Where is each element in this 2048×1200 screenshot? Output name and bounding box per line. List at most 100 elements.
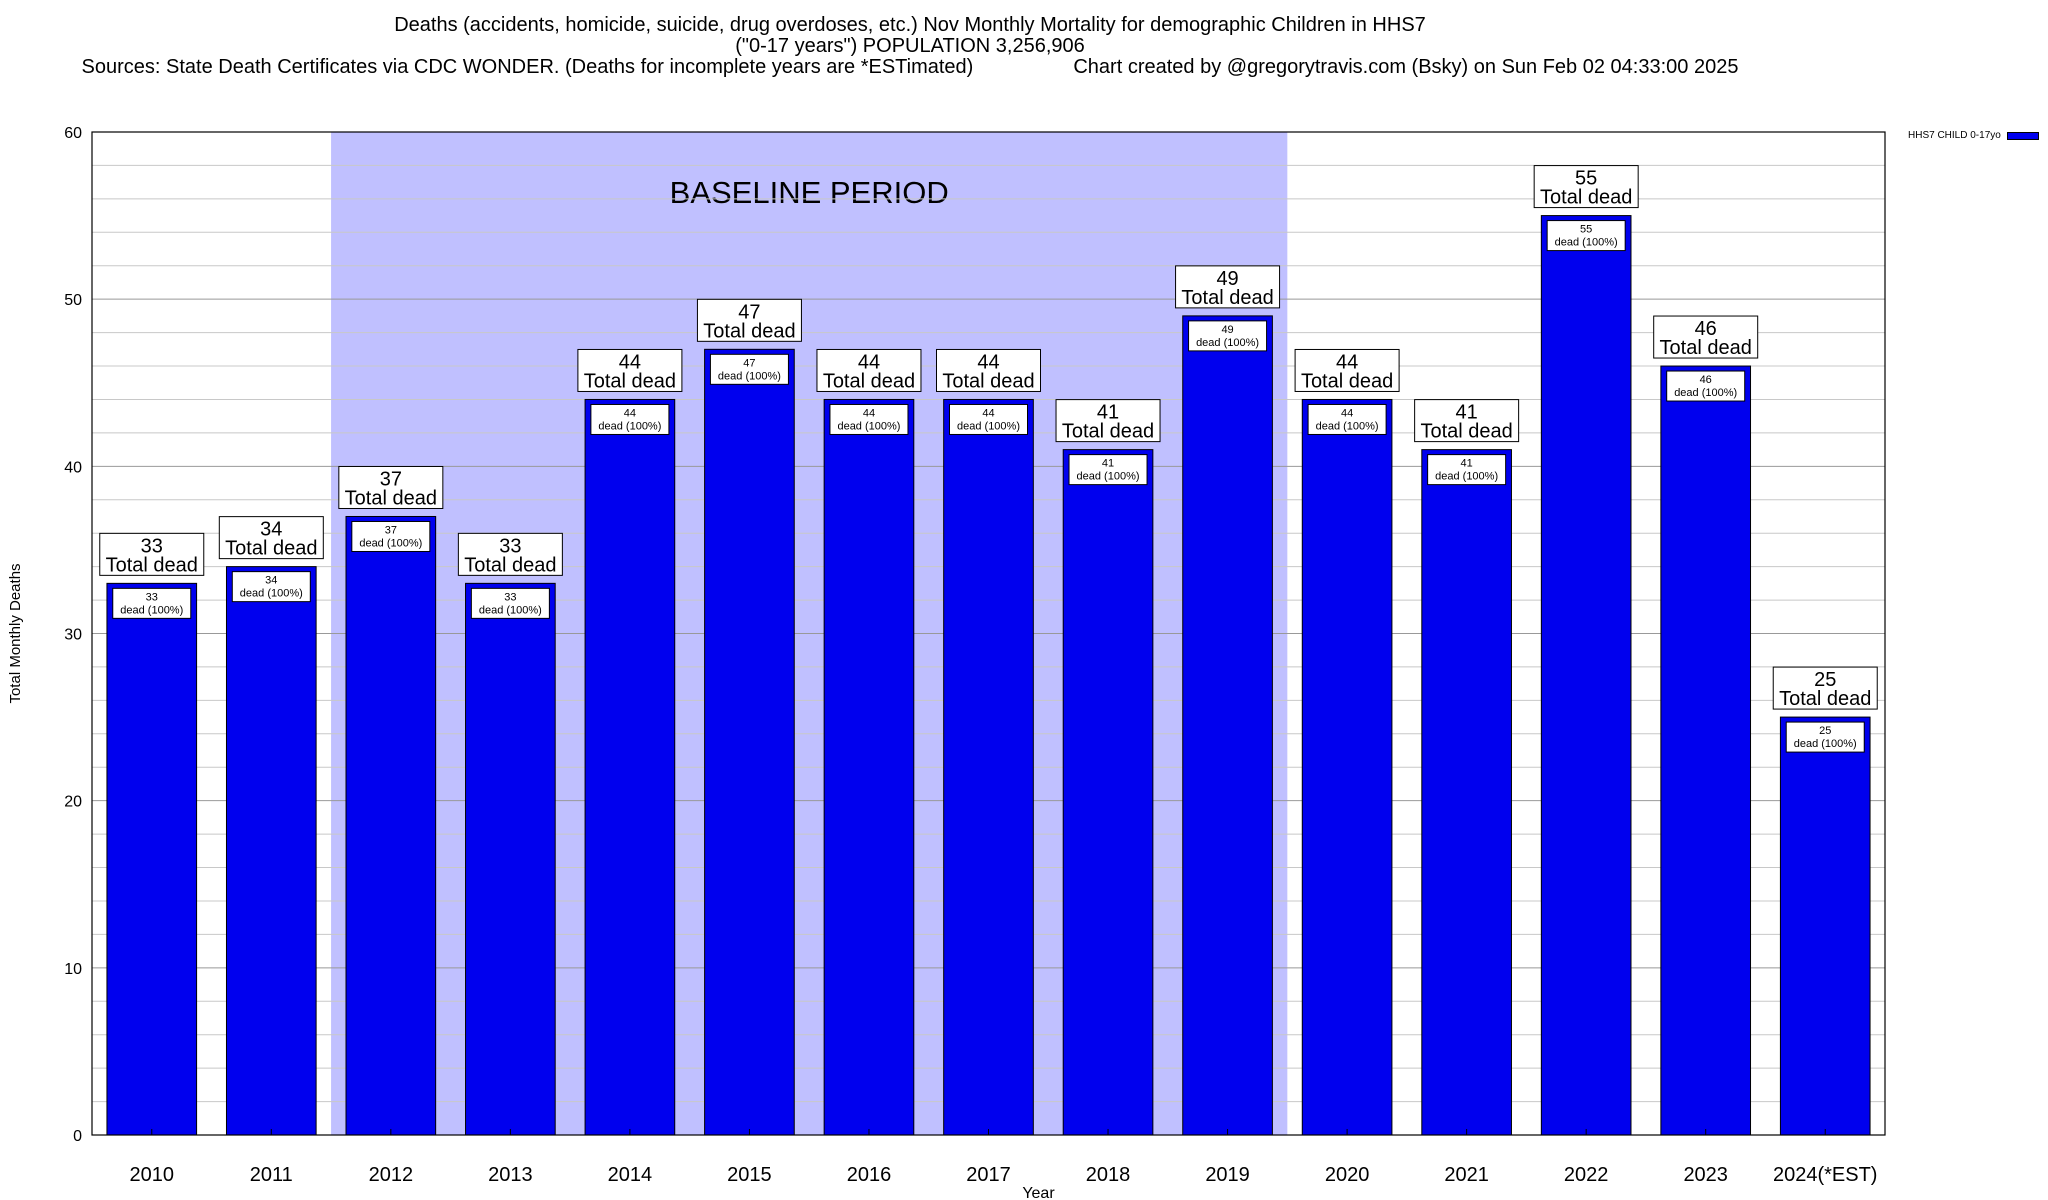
total-label-value: 44 bbox=[619, 351, 641, 373]
bar bbox=[1301, 398, 1393, 1136]
inner-label-box bbox=[1785, 721, 1865, 753]
total-label-text: Total dead bbox=[345, 487, 437, 509]
chart-subtitle: ("0-17 years") POPULATION 3,256,906 bbox=[735, 35, 1085, 57]
total-label-box bbox=[936, 348, 1041, 392]
total-label-box bbox=[1653, 315, 1759, 359]
bar bbox=[106, 582, 198, 1136]
bar bbox=[1779, 716, 1871, 1136]
bar bbox=[225, 566, 317, 1136]
inner-label-text: dead (100%) bbox=[598, 420, 661, 432]
x-tick-label: 2010 bbox=[130, 1164, 175, 1186]
inner-label-value: 44 bbox=[982, 407, 994, 419]
total-label-value: 41 bbox=[1456, 402, 1478, 424]
inner-label-value: 49 bbox=[1221, 324, 1233, 336]
inner-label-box bbox=[351, 520, 431, 552]
total-label-text: Total dead bbox=[942, 370, 1034, 392]
total-label-text: Total dead bbox=[1540, 187, 1632, 209]
total-label-value: 44 bbox=[977, 351, 999, 373]
total-label-value: 33 bbox=[499, 535, 521, 557]
total-label-box bbox=[1055, 399, 1161, 443]
total-label-value: 47 bbox=[738, 301, 760, 323]
bar bbox=[943, 398, 1034, 1136]
inner-label-text: dead (100%) bbox=[240, 588, 303, 600]
inner-label-text: dead (100%) bbox=[1077, 471, 1140, 483]
total-label-text: Total dead bbox=[1301, 370, 1393, 392]
x-axis-label: Year bbox=[1022, 1185, 1055, 1200]
total-label-text: Total dead bbox=[1062, 421, 1154, 443]
bar bbox=[704, 348, 795, 1136]
total-label-value: 55 bbox=[1575, 168, 1597, 190]
x-tick-label: 2014 bbox=[608, 1164, 653, 1186]
x-tick-label: 2023 bbox=[1683, 1164, 1728, 1186]
inner-label-value: 44 bbox=[863, 407, 875, 419]
plot-frame bbox=[91, 131, 1886, 1136]
bar bbox=[584, 398, 676, 1136]
total-label-text: Total dead bbox=[1779, 688, 1871, 710]
total-label-text: Total dead bbox=[1181, 287, 1273, 309]
y-tick-label: 40 bbox=[64, 459, 82, 476]
inner-label-value: 33 bbox=[504, 591, 516, 603]
total-label-value: 44 bbox=[858, 351, 880, 373]
inner-label-value: 25 bbox=[1819, 725, 1831, 737]
x-tick-label: 2022 bbox=[1564, 1164, 1609, 1186]
inner-label-box bbox=[112, 587, 192, 619]
x-tick-label: 2020 bbox=[1325, 1164, 1370, 1186]
legend-swatch bbox=[2006, 131, 2039, 140]
bar bbox=[345, 515, 437, 1136]
y-tick-label: 60 bbox=[64, 125, 82, 142]
total-label-box bbox=[816, 348, 922, 392]
total-label-value: 33 bbox=[141, 535, 163, 557]
inner-label-text: dead (100%) bbox=[718, 370, 781, 382]
inner-label-box bbox=[590, 403, 670, 435]
inner-label-text: dead (100%) bbox=[1196, 337, 1259, 349]
total-label-text: Total dead bbox=[584, 370, 676, 392]
total-label-text: Total dead bbox=[225, 538, 317, 560]
inner-label-value: 47 bbox=[743, 357, 755, 369]
inner-label-box bbox=[1427, 454, 1507, 486]
inner-label-value: 41 bbox=[1461, 458, 1473, 470]
total-label-text: Total dead bbox=[1420, 421, 1512, 443]
inner-label-box bbox=[709, 353, 789, 385]
inner-label-box bbox=[1546, 220, 1626, 252]
x-tick-label: 2011 bbox=[250, 1164, 293, 1186]
total-label-box bbox=[218, 516, 324, 560]
total-label-value: 41 bbox=[1097, 402, 1119, 424]
baseline-period-label: BASELINE PERIOD bbox=[670, 175, 949, 210]
total-label-value: 25 bbox=[1814, 669, 1836, 691]
x-tick-label: 2021 bbox=[1444, 1164, 1489, 1186]
inner-label-value: 44 bbox=[1341, 407, 1353, 419]
bar bbox=[1182, 315, 1273, 1136]
bar bbox=[1540, 215, 1632, 1136]
total-label-box bbox=[1414, 399, 1520, 443]
inner-label-value: 44 bbox=[624, 407, 636, 419]
y-tick-label: 20 bbox=[64, 794, 82, 811]
total-label-box bbox=[1175, 265, 1281, 309]
inner-label-value: 55 bbox=[1580, 224, 1592, 236]
inner-label-box bbox=[1068, 454, 1148, 486]
inner-label-value: 37 bbox=[385, 524, 397, 536]
x-tick-label: 2019 bbox=[1205, 1164, 1250, 1186]
inner-label-box bbox=[231, 571, 311, 603]
legend: HHS7 CHILD 0-17yo bbox=[1908, 130, 2039, 141]
x-tick-label: 2018 bbox=[1086, 1164, 1131, 1186]
total-label-box bbox=[577, 348, 683, 392]
chart-source-line: Sources: State Death Certificates via CD… bbox=[81, 56, 1739, 78]
inner-label-box bbox=[829, 403, 909, 435]
total-label-box bbox=[696, 298, 802, 342]
legend-label: HHS7 CHILD 0-17yo bbox=[1908, 130, 2001, 141]
inner-label-box bbox=[1188, 320, 1268, 352]
x-tick-label: 2024(*EST) bbox=[1773, 1164, 1878, 1186]
total-label-box bbox=[99, 532, 205, 576]
inner-label-text: dead (100%) bbox=[957, 420, 1020, 432]
inner-label-value: 46 bbox=[1700, 374, 1712, 386]
inner-label-box bbox=[470, 587, 550, 619]
total-label-text: Total dead bbox=[464, 554, 556, 576]
total-label-value: 37 bbox=[380, 468, 402, 490]
total-label-box bbox=[1533, 165, 1639, 209]
total-label-box bbox=[457, 532, 563, 576]
y-tick-label: 50 bbox=[64, 292, 82, 309]
total-label-value: 34 bbox=[260, 519, 282, 541]
total-label-value: 49 bbox=[1216, 268, 1238, 290]
x-tick-label: 2017 bbox=[966, 1164, 1011, 1186]
